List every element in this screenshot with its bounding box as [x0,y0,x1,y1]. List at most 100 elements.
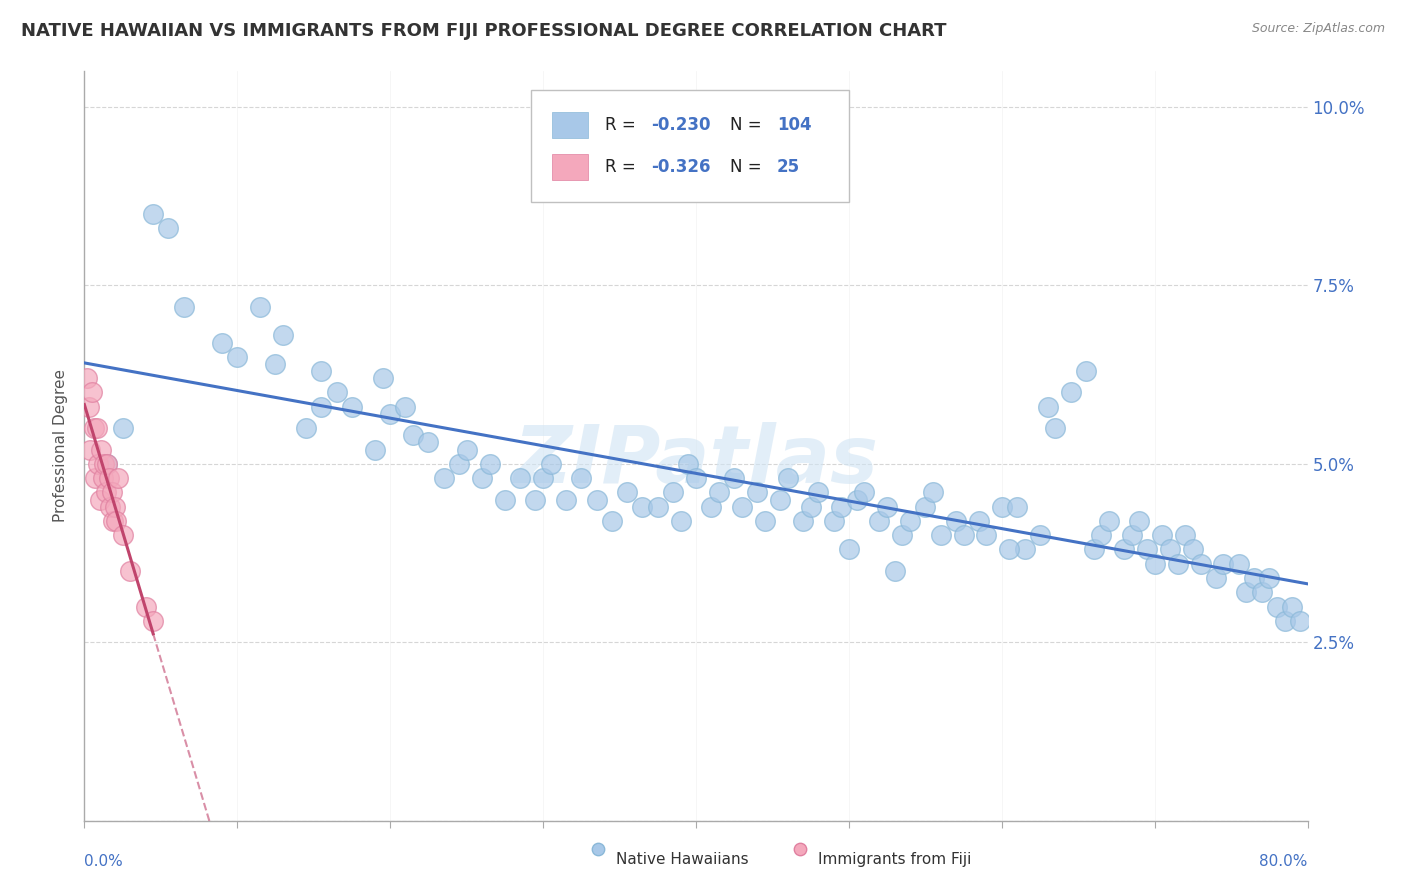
Point [264,357,287,371]
Text: -0.326: -0.326 [651,158,710,177]
Point [371,371,394,385]
Point [991,500,1014,514]
Point [967,514,990,528]
Point [1205,571,1227,585]
Point [77,400,100,414]
Point [79,442,101,457]
Point [631,500,654,514]
Point [731,500,754,514]
Point [1114,542,1136,557]
Point [585,492,607,507]
Point [226,350,249,364]
Point [311,400,333,414]
Point [494,492,516,507]
Point [883,564,905,578]
Point [1143,557,1166,571]
Point [555,492,578,507]
Point [340,400,363,414]
Point [776,471,799,485]
Point [869,514,891,528]
Point [1098,514,1121,528]
Text: 0.0%: 0.0% [84,855,124,870]
Point [1181,542,1204,557]
Point [853,485,876,500]
Point [471,471,494,485]
Text: N =: N = [730,116,768,135]
Point [914,500,936,514]
Point [364,442,387,457]
Point [380,407,402,421]
Point [433,471,456,485]
Point [1250,585,1272,599]
Point [107,471,129,485]
Text: -0.230: -0.230 [651,116,710,135]
Point [998,542,1021,557]
Point [1029,528,1052,542]
Point [830,500,852,514]
Point [91,471,114,485]
FancyBboxPatch shape [531,90,849,202]
Point [669,514,692,528]
Point [1167,557,1189,571]
Point [76,371,98,385]
Point [524,492,547,507]
Point [89,492,111,507]
Point [1189,557,1212,571]
Point [1083,542,1105,557]
Point [754,514,776,528]
Point [418,435,440,450]
Point [1227,557,1250,571]
Point [929,528,952,542]
Point [747,485,769,500]
Text: NATIVE HAWAIIAN VS IMMIGRANTS FROM FIJI PROFESSIONAL DEGREE CORRELATION CHART: NATIVE HAWAIIAN VS IMMIGRANTS FROM FIJI … [21,22,946,40]
Text: Native Hawaiians: Native Hawaiians [616,852,749,867]
Point [807,485,830,500]
Point [1059,385,1081,400]
Point [1258,571,1281,585]
Point [295,421,318,435]
Point [600,514,623,528]
Point [707,485,730,500]
Point [86,421,108,435]
Y-axis label: Professional Degree: Professional Degree [53,369,69,523]
Point [1265,599,1288,614]
Point [111,421,134,435]
Bar [551,112,588,138]
Point [104,500,127,514]
Text: N =: N = [730,158,768,177]
Point [1036,400,1059,414]
Point [616,485,638,500]
Point [876,500,898,514]
Point [1159,542,1181,557]
Point [157,221,180,235]
Point [101,485,124,500]
Point [1014,542,1036,557]
Text: Immigrants from Fiji: Immigrants from Fiji [818,852,972,867]
Text: 104: 104 [776,116,811,135]
Point [96,457,118,471]
Point [271,328,294,343]
Point [90,442,112,457]
Point [1121,528,1143,542]
Point [1274,614,1296,628]
Point [800,500,823,514]
Point [249,300,271,314]
Point [94,485,117,500]
Point [845,492,868,507]
Point [976,528,998,542]
Point [325,385,347,400]
Point [83,421,105,435]
Point [922,485,945,500]
Point [1243,571,1265,585]
Point [1045,421,1067,435]
Point [402,428,425,442]
Point [723,471,745,485]
Point [769,492,792,507]
Point [93,457,115,471]
Point [1236,585,1258,599]
Point [1090,528,1112,542]
Point [111,528,134,542]
Point [1281,599,1303,614]
Point [945,514,967,528]
Point [98,500,121,514]
